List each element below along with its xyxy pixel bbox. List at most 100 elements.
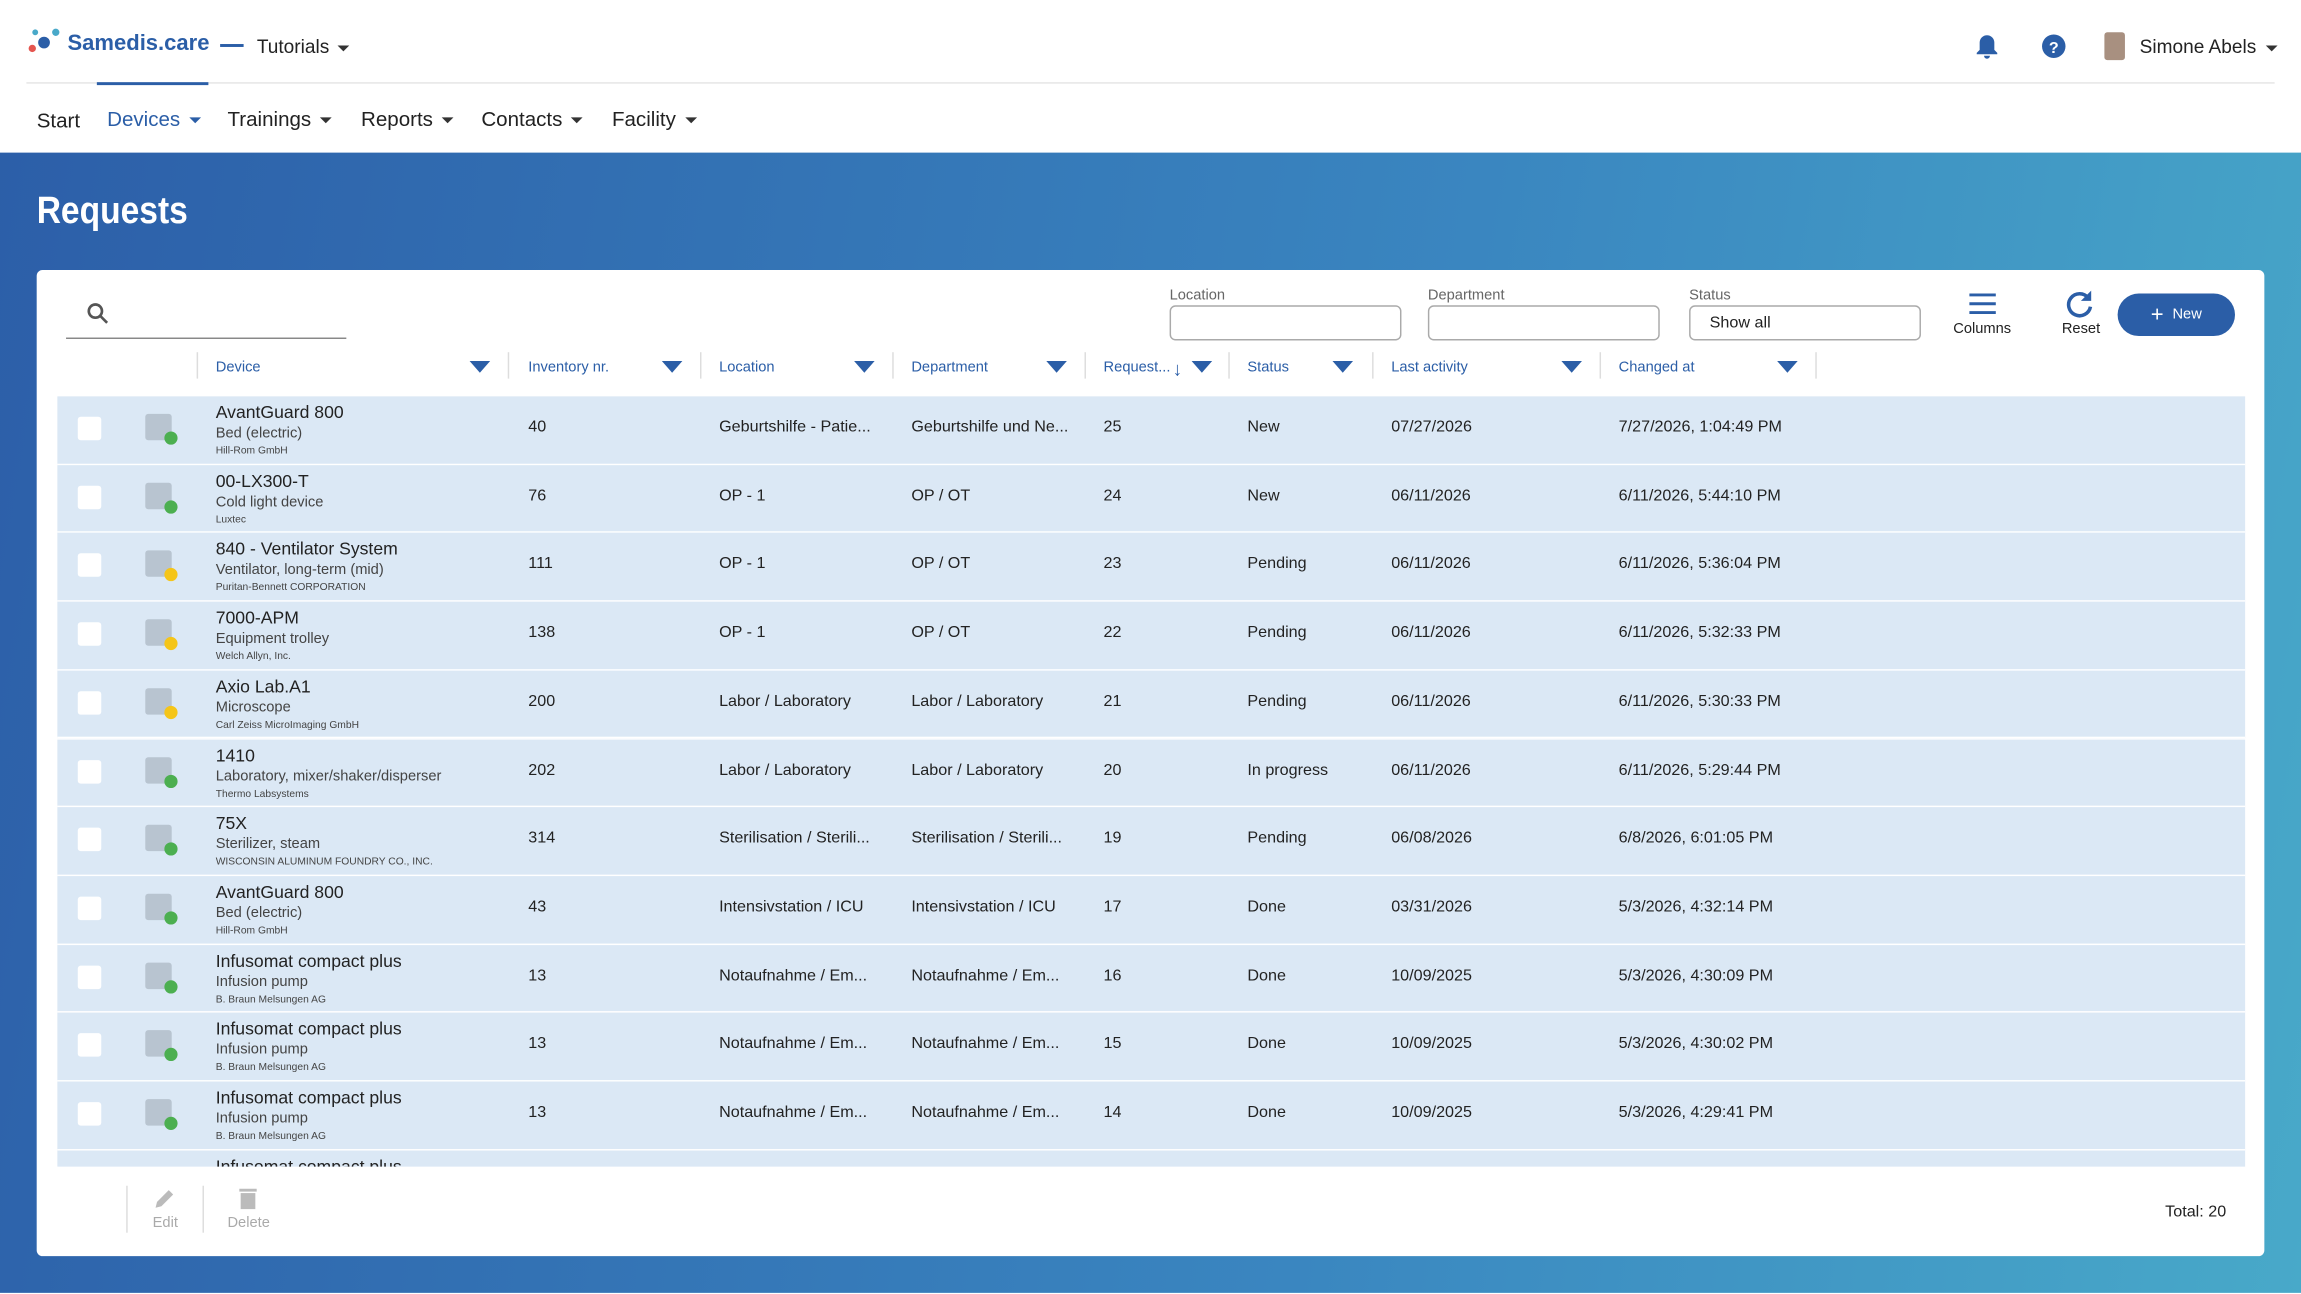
column-filter[interactable] bbox=[1191, 361, 1213, 373]
column-header[interactable]: Request... bbox=[1103, 359, 1171, 376]
table-row[interactable]: Axio Lab.A1 Microscope Carl Zeiss MicroIma… bbox=[57, 670, 2246, 739]
new-button[interactable]: + New bbox=[2117, 293, 2236, 337]
department: Intensivstation / ICU bbox=[911, 897, 1056, 916]
nav-item[interactable]: Devices bbox=[107, 107, 201, 131]
department: Labor / Laboratory bbox=[911, 692, 1044, 710]
request: 15 bbox=[1103, 1035, 1122, 1053]
notifications[interactable] bbox=[1975, 34, 1998, 60]
column-filter[interactable] bbox=[854, 361, 875, 373]
column-separator bbox=[699, 352, 702, 379]
avatar[interactable] bbox=[2104, 32, 2125, 61]
table-row[interactable]: Infusomat compact plus Infusion pump B. Br… bbox=[57, 1013, 2246, 1082]
columns-button[interactable]: Columns bbox=[1953, 321, 2012, 338]
department-label: Department bbox=[1427, 287, 1505, 304]
checkbox[interactable] bbox=[77, 965, 102, 989]
top-bar: Samedis.care Tutorials ? Simone Abels St… bbox=[0, 0, 2301, 153]
request: 24 bbox=[1103, 486, 1122, 505]
column-header[interactable]: Last activity bbox=[1391, 359, 1468, 376]
checkbox[interactable] bbox=[77, 690, 102, 715]
department: Notaufnahme / Em... bbox=[911, 966, 1060, 985]
checkbox[interactable] bbox=[77, 1033, 102, 1058]
column-separator bbox=[1815, 352, 1817, 379]
nav-item[interactable]: Contacts bbox=[481, 107, 583, 131]
status: Done bbox=[1247, 966, 1286, 985]
changed-at: 6/8/2026, 6:01:05 PM bbox=[1618, 829, 1774, 848]
table-row[interactable]: 75X Sterilizer, steam WISCONSIN ALUMINUM F… bbox=[57, 807, 2246, 876]
last-activity: 10/09/2025 bbox=[1391, 1035, 1472, 1053]
edit-button[interactable]: Edit bbox=[152, 1215, 178, 1232]
column-header[interactable]: Status bbox=[1247, 359, 1289, 376]
table-row[interactable]: 7000-APM Equipment trolley Welch Allyn, In… bbox=[57, 601, 2246, 671]
checkbox[interactable] bbox=[77, 416, 102, 441]
sort-indicator[interactable]: ↓ bbox=[1172, 358, 1183, 381]
changed-at: 6/11/2026, 5:29:44 PM bbox=[1618, 760, 1781, 779]
checkbox[interactable] bbox=[77, 553, 102, 578]
device-type: Equipment trolley bbox=[215, 631, 330, 648]
column-filter[interactable] bbox=[1561, 361, 1582, 373]
checkbox[interactable] bbox=[77, 1102, 102, 1126]
request: 25 bbox=[1103, 418, 1122, 436]
delete-button[interactable]: Delete bbox=[227, 1215, 270, 1232]
inventory: 43 bbox=[528, 897, 547, 916]
table-row[interactable]: 1410 Laboratory, mixer/shaker/disperser Th… bbox=[57, 738, 2246, 808]
department: Notaufnahme / Em... bbox=[911, 1035, 1060, 1053]
column-separator bbox=[1228, 352, 1230, 379]
workspace-name: Tutorials bbox=[256, 35, 330, 58]
status-dot bbox=[164, 705, 178, 719]
request: 16 bbox=[1103, 966, 1122, 985]
inventory: 13 bbox=[528, 1035, 547, 1053]
manufacturer: Welch Allyn, Inc. bbox=[215, 651, 291, 662]
status-dot bbox=[164, 842, 178, 856]
column-header[interactable]: Department bbox=[911, 359, 988, 376]
column-filter[interactable] bbox=[1777, 361, 1798, 373]
logo: Samedis.care bbox=[67, 30, 210, 56]
nav-item[interactable]: Facility bbox=[612, 107, 697, 131]
table-row[interactable]: Infusomat compact plus Infusion pump B. Br… bbox=[57, 1081, 2246, 1151]
device-name: 840 - Ventilator System bbox=[215, 539, 398, 560]
checkbox[interactable] bbox=[77, 622, 102, 646]
last-activity: 10/09/2025 bbox=[1391, 1103, 1472, 1122]
checkbox[interactable] bbox=[77, 896, 102, 920]
table-row[interactable]: Infusomat compact plus Infusion pump B. Br… bbox=[57, 944, 2246, 1013]
card: Location Department Status Show all Colu… bbox=[36, 270, 2265, 1257]
columns-icon[interactable] bbox=[1968, 291, 1997, 317]
changed-at: 6/11/2026, 5:36:04 PM bbox=[1618, 555, 1781, 573]
help[interactable]: ? bbox=[2041, 34, 2066, 59]
nav-item[interactable]: Trainings bbox=[227, 107, 332, 131]
column-header[interactable]: Device bbox=[215, 359, 261, 376]
checkbox[interactable] bbox=[77, 827, 102, 852]
workspace[interactable]: Tutorials bbox=[257, 35, 350, 57]
table-row[interactable]: 00-LX300-T Cold light device Luxtec 76 OP - … bbox=[57, 464, 2246, 534]
reset-icon[interactable] bbox=[2065, 289, 2094, 318]
column-header[interactable]: Location bbox=[719, 359, 775, 376]
search-field[interactable] bbox=[66, 337, 347, 339]
nav-item[interactable]: Reports bbox=[361, 107, 454, 131]
table-row[interactable]: AvantGuard 800 Bed (electric) Hill-Rom Gmb… bbox=[57, 396, 2246, 465]
request: 22 bbox=[1103, 623, 1122, 642]
user-menu[interactable]: Simone Abels bbox=[2140, 35, 2277, 57]
column-filter[interactable] bbox=[1332, 361, 1354, 373]
column-header[interactable]: Inventory nr. bbox=[528, 359, 610, 376]
reset-button[interactable]: Reset bbox=[2061, 321, 2101, 338]
table-row[interactable]: Infusomat compact plus bbox=[57, 1150, 2246, 1167]
department-filter[interactable] bbox=[1427, 305, 1660, 341]
table-row[interactable]: 840 - Ventilator System Ventilator, long-… bbox=[57, 533, 2246, 602]
location-filter[interactable] bbox=[1169, 305, 1402, 341]
column-filter[interactable] bbox=[1046, 361, 1067, 373]
device-type: Cold light device bbox=[215, 494, 324, 511]
device-type: Bed (electric) bbox=[215, 425, 303, 442]
column-filter[interactable] bbox=[661, 361, 683, 373]
workspace-icon bbox=[220, 44, 244, 47]
status-dot bbox=[164, 637, 178, 651]
request: 23 bbox=[1103, 555, 1122, 573]
nav-item[interactable]: Start bbox=[36, 108, 81, 133]
table-row[interactable]: AvantGuard 800 Bed (electric) Hill-Rom Gmb… bbox=[57, 875, 2246, 945]
column-filter[interactable] bbox=[469, 361, 491, 373]
department: Sterilisation / Sterili... bbox=[911, 829, 1063, 848]
checkbox[interactable] bbox=[77, 759, 102, 783]
checkbox[interactable] bbox=[77, 485, 102, 509]
svg-text:?: ? bbox=[2049, 39, 2059, 57]
status-filter[interactable]: Show all bbox=[1689, 305, 1921, 341]
column-header[interactable]: Changed at bbox=[1618, 359, 1695, 376]
